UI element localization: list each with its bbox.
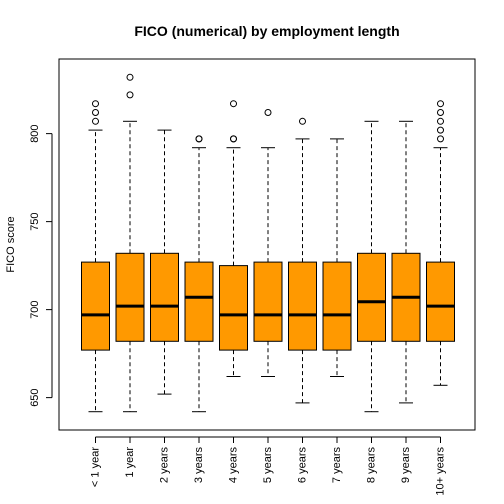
y-tick-label: 750: [29, 212, 41, 230]
outlier-point: [126, 91, 134, 99]
outlier-point: [264, 109, 272, 116]
outlier-point: [437, 126, 444, 134]
boxes: [81, 73, 455, 413]
box-6: [288, 117, 317, 404]
outlier-point: [92, 100, 99, 108]
x-tick-label: 6 years: [297, 447, 309, 484]
box-5: [253, 109, 283, 377]
outlier-point: [230, 100, 237, 108]
box-7: [322, 138, 352, 377]
x-tick-label: 9 years: [400, 447, 412, 484]
y-axis-label: FICO score: [5, 216, 17, 272]
x-tick-label: 4 years: [228, 447, 240, 484]
x-tick-label: 1 year: [124, 447, 136, 478]
box-3: [184, 135, 214, 413]
box-8: [357, 120, 386, 413]
outlier-point: [437, 135, 444, 143]
outlier-point: [195, 135, 203, 143]
box-1: [115, 73, 145, 413]
x-tick-label: 5 years: [262, 447, 274, 484]
outlier-point: [92, 117, 99, 125]
x-tick-label: 2 years: [159, 447, 171, 484]
outlier-point: [230, 135, 237, 143]
box-10: [426, 100, 455, 386]
x-tick-label: 3 years: [193, 447, 205, 484]
box-2: [150, 129, 179, 395]
outlier-point: [437, 109, 444, 116]
box-9: [391, 120, 421, 404]
x-axis: < 1 year 1 year 2 years 3 years 4 years 5 yea…: [90, 436, 447, 496]
x-tick-label: < 1 year: [90, 447, 102, 487]
box-4: [219, 100, 248, 377]
outlier-point: [437, 117, 444, 125]
chart-title: FICO (numerical) by employment length: [134, 23, 399, 39]
box-iqr: [184, 261, 214, 342]
box-iqr: [253, 261, 283, 342]
outlier-point: [299, 117, 306, 125]
x-tick-label: 8 years: [366, 447, 378, 484]
box-iqr: [322, 261, 352, 351]
box-iqr: [426, 261, 455, 342]
y-tick-label: 650: [29, 388, 41, 406]
x-tick-label: 10+ years: [435, 447, 447, 496]
y-tick-label: 700: [29, 300, 41, 318]
outlier-point: [437, 100, 444, 108]
box-iqr: [288, 261, 317, 351]
y-axis: 650 700 750 800: [29, 124, 53, 407]
box-iqr: [150, 252, 179, 342]
box-iqr: [81, 261, 110, 351]
box-iqr: [219, 265, 248, 351]
plot-frame: [58, 58, 476, 431]
box-0: [81, 100, 110, 413]
outlier-point: [126, 73, 134, 81]
outlier-point: [92, 109, 99, 116]
x-tick-label: 7 years: [331, 447, 343, 484]
box-iqr: [115, 252, 145, 342]
box-iqr: [357, 252, 386, 342]
y-tick-label: 800: [29, 124, 41, 142]
